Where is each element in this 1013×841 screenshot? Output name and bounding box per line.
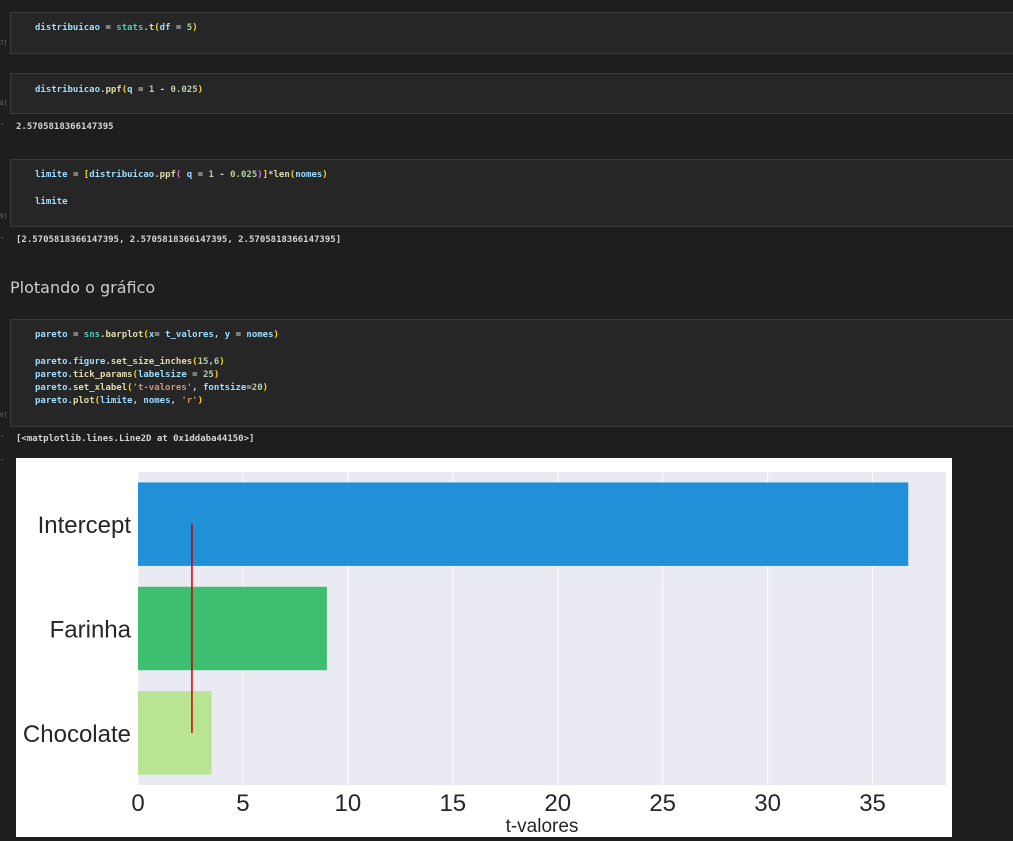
execution-count: 8] xyxy=(0,100,8,107)
code-cell-1[interactable]: distribuicao = stats.t(df = 5) xyxy=(10,12,1013,54)
y-tick-label: Farinha xyxy=(50,617,132,644)
x-axis-label: t-valores xyxy=(506,816,579,837)
code-line[interactable]: limite xyxy=(35,197,68,207)
output-marker: · xyxy=(0,456,5,464)
code-cell-3[interactable]: limite = [distribuicao.ppf( q = 1 - 0.02… xyxy=(10,159,1013,227)
execution-count: 0] xyxy=(0,412,8,419)
x-tick-label: 35 xyxy=(859,790,886,817)
bar xyxy=(138,691,212,775)
x-tick-label: 20 xyxy=(544,790,571,817)
cell-output: [2.5705818366147395, 2.5705818366147395,… xyxy=(16,235,342,245)
x-tick-label: 5 xyxy=(236,790,249,817)
code-line[interactable]: distribuicao = stats.t(df = 5) xyxy=(35,23,198,33)
bar-chart: Intercept Farinha Chocolate 0 5 10 15 20 25 30 35 t… xyxy=(23,472,946,837)
y-tick-label: Intercept xyxy=(38,512,132,539)
code-line[interactable]: distribuicao.ppf(q = 1 - 0.025) xyxy=(35,85,204,95)
bar xyxy=(138,482,909,566)
execution-count: 7] xyxy=(0,40,8,47)
code-line[interactable]: pareto = sns.barplot(x= t_valores, y = n… xyxy=(35,330,279,340)
cell-output: [<matplotlib.lines.Line2D at 0x1ddaba441… xyxy=(16,434,255,444)
output-marker: · xyxy=(0,121,5,129)
code-line[interactable]: limite = [distribuicao.ppf( q = 1 - 0.02… xyxy=(35,170,328,180)
x-tick-label: 0 xyxy=(131,790,144,817)
output-marker: · xyxy=(0,433,5,441)
code-line[interactable]: pareto.plot(limite, nomes, 'r') xyxy=(35,396,204,406)
code-cell-4[interactable]: pareto = sns.barplot(x= t_valores, y = n… xyxy=(10,319,1013,427)
code-cell-2[interactable]: distribuicao.ppf(q = 1 - 0.025) xyxy=(10,73,1013,114)
x-tick-label: 10 xyxy=(335,790,362,817)
x-tick-label: 25 xyxy=(649,790,676,817)
x-tick-label: 15 xyxy=(439,790,466,817)
x-tick-label: 30 xyxy=(754,790,781,817)
code-line[interactable]: pareto.set_xlabel('t-valores', fontsize=… xyxy=(35,383,269,393)
cell-output: 2.5705818366147395 xyxy=(16,122,114,132)
bar xyxy=(138,586,327,671)
y-tick-label: Chocolate xyxy=(23,721,131,748)
markdown-heading: Plotando o gráfico xyxy=(10,278,156,297)
code-line[interactable]: pareto.tick_params(labelsize = 25) xyxy=(35,370,220,380)
plot-output: Intercept Farinha Chocolate 0 5 10 15 20 25 30 35 t… xyxy=(16,458,952,837)
code-line[interactable]: pareto.figure.set_size_inches(15,6) xyxy=(35,357,225,367)
execution-count: 9] xyxy=(0,213,8,220)
output-marker: · xyxy=(0,234,5,242)
